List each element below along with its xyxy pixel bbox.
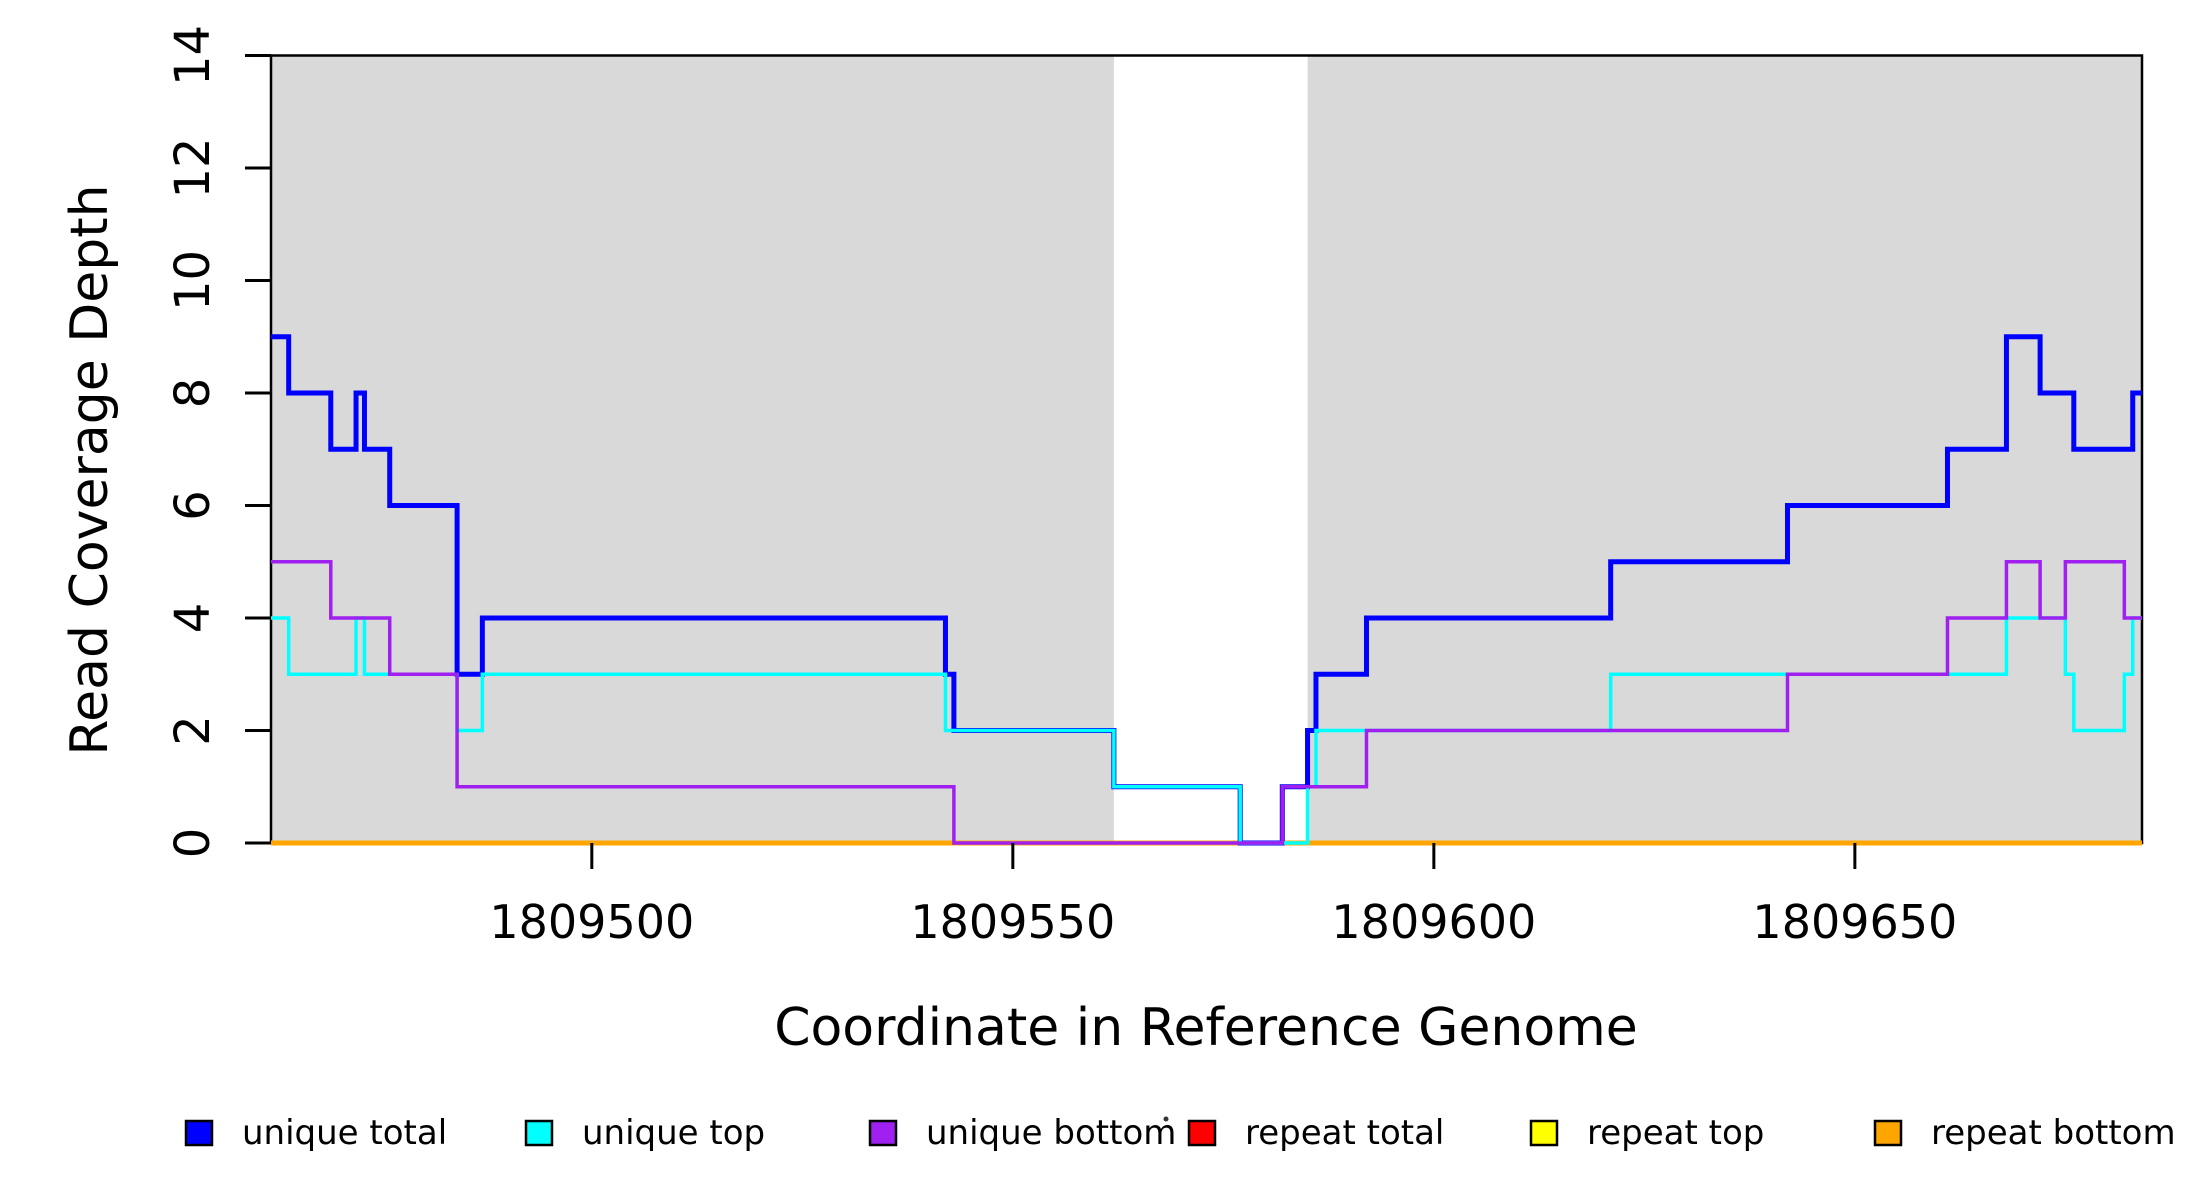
legend-label: repeat total (1245, 1113, 1444, 1153)
x-tick-label: 1809600 (1331, 895, 1536, 949)
y-tick-label: 10 (165, 250, 221, 311)
x-axis-title: Coordinate in Reference Genome (774, 998, 1638, 1058)
y-tick-label: 6 (165, 490, 221, 521)
y-tick-label: 8 (165, 378, 221, 409)
legend-swatch-repeat-total (1187, 1119, 1217, 1147)
y-tick-label: 0 (165, 828, 221, 859)
legend-swatch-unique-bottom (868, 1119, 898, 1147)
shaded-region (271, 55, 1114, 843)
legend-swatch-repeat-bottom (1873, 1119, 1903, 1147)
stray-mark (1163, 1116, 1169, 1122)
y-tick-label: 12 (165, 137, 221, 198)
legend-label: unique total (242, 1113, 447, 1153)
y-axis-title: Read Coverage Depth (60, 184, 120, 756)
x-tick-label: 1809500 (489, 895, 694, 949)
legend-label: repeat top (1587, 1113, 1764, 1153)
legend-label: unique bottom (926, 1113, 1176, 1153)
series-unique-bottom (271, 560, 2142, 845)
legend-label: unique top (582, 1113, 765, 1153)
y-tick-label: 4 (165, 603, 221, 634)
x-tick-label: 1809550 (910, 895, 1115, 949)
legend-swatch-unique-top (524, 1119, 554, 1147)
shaded-region (1307, 55, 2142, 843)
x-tick-label: 1809650 (1752, 895, 1957, 949)
y-tick-label: 2 (165, 715, 221, 746)
legend-swatch-repeat-top (1529, 1119, 1559, 1147)
y-tick-label: 14 (165, 25, 221, 86)
legend-swatch-unique-total (184, 1119, 214, 1147)
legend-label: repeat bottom (1931, 1113, 2176, 1153)
